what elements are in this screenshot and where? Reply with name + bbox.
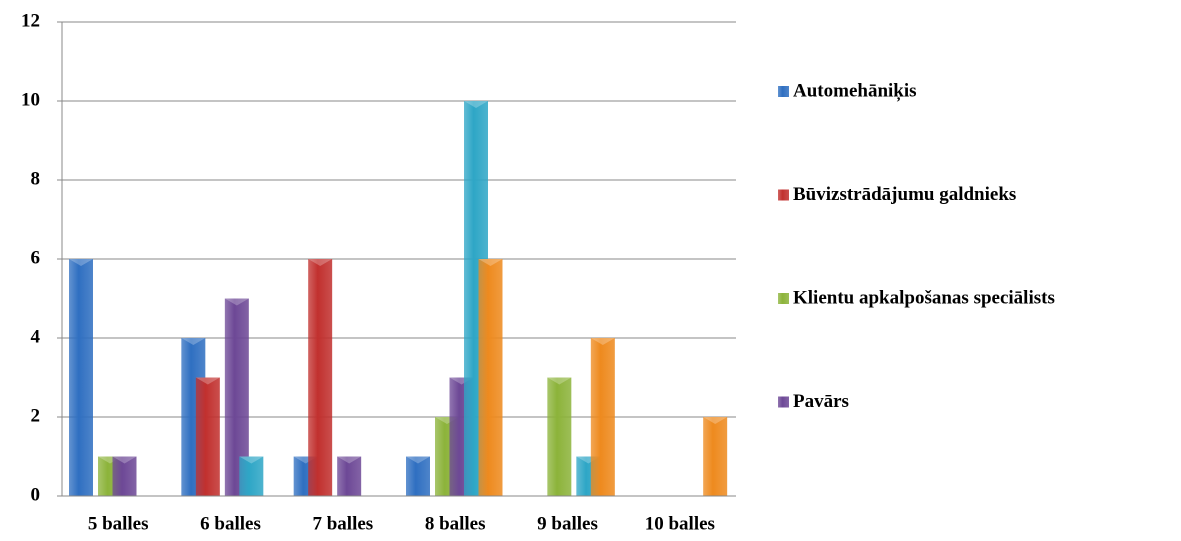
x-tick-label: 5 balles xyxy=(88,513,149,534)
y-tick-label: 12 xyxy=(21,10,40,31)
legend-label: Pavārs xyxy=(793,391,849,412)
y-tick-label: 6 xyxy=(31,247,41,268)
x-tick-label: 6 balles xyxy=(200,513,261,534)
bar-top xyxy=(406,456,430,464)
bar-top xyxy=(590,338,615,345)
bar xyxy=(547,377,572,496)
bar-top xyxy=(239,456,264,464)
bar-top xyxy=(478,259,503,266)
x-tick-label: 10 balles xyxy=(645,513,715,534)
bar-top xyxy=(69,259,93,266)
legend-label: Automehāniķis xyxy=(793,80,917,101)
bar-top xyxy=(703,417,728,424)
legend-label: Klientu apkalpošanas speciālists xyxy=(793,287,1055,308)
bar xyxy=(590,338,615,496)
bar xyxy=(478,259,503,496)
bar-top xyxy=(181,338,206,345)
bar-top xyxy=(547,377,572,385)
bar-top xyxy=(195,377,220,385)
legend-swatch xyxy=(778,86,789,97)
y-tick-label: 10 xyxy=(21,89,40,110)
y-tick-label: 0 xyxy=(31,484,41,505)
bar xyxy=(195,377,220,496)
legend-swatch xyxy=(778,293,789,304)
x-tick-label: 9 balles xyxy=(537,513,598,534)
bar-top xyxy=(224,298,249,306)
x-tick-label: 7 balles xyxy=(312,513,373,534)
bar-top xyxy=(337,456,362,464)
legend-swatch xyxy=(778,396,789,408)
y-tick-label: 2 xyxy=(31,405,41,426)
bar xyxy=(308,259,333,496)
y-tick-label: 8 xyxy=(31,168,41,189)
bar xyxy=(703,417,728,496)
bar xyxy=(69,259,93,496)
y-tick-label: 4 xyxy=(31,326,41,347)
bar xyxy=(112,456,137,496)
bar xyxy=(239,456,264,496)
bar xyxy=(406,456,430,496)
bar-top xyxy=(308,259,333,266)
bar-top xyxy=(112,456,137,464)
bar xyxy=(337,456,362,496)
bar-top xyxy=(464,101,488,108)
x-tick-label: 8 balles xyxy=(425,513,486,534)
legend-swatch xyxy=(778,189,789,201)
legend-label: Būvizstrādājumu galdnieks xyxy=(793,184,1016,205)
